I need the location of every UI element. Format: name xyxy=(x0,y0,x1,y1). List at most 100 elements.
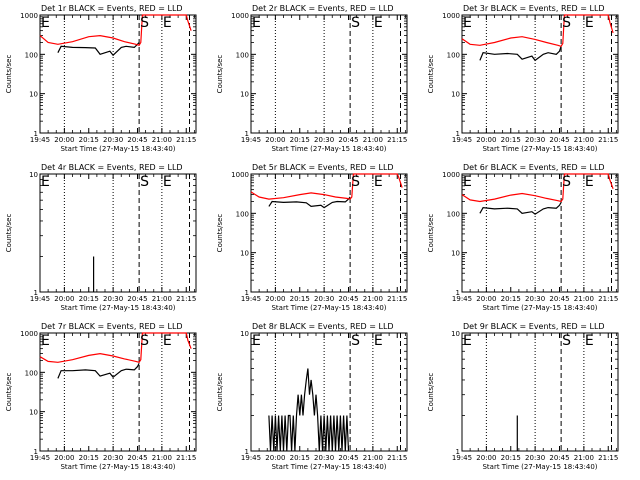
x-axis-label: Start Time (27-May-15 18:43:40) xyxy=(271,304,386,312)
y-tick-label: 10 xyxy=(29,409,38,417)
plot-title: Det 3r BLACK = Events, RED = LLD xyxy=(463,4,605,13)
y-tick-label: 100 xyxy=(25,51,38,59)
x-tick-label: 21:00 xyxy=(574,454,594,462)
marker-label-s: S xyxy=(351,333,360,349)
x-axis-label: Start Time (27-May-15 18:43:40) xyxy=(60,304,175,312)
y-tick-label: 1000 xyxy=(20,330,38,338)
y-axis-label: Counts/sec xyxy=(216,214,224,253)
y-axis-label: Counts/sec xyxy=(216,373,224,412)
x-tick-label: 20:15 xyxy=(290,136,310,144)
x-tick-label: 20:45 xyxy=(338,295,358,303)
x-tick-label: 20:30 xyxy=(103,295,123,303)
y-tick-label: 100 xyxy=(447,210,460,218)
x-tick-label: 20:15 xyxy=(501,295,521,303)
x-axis-label: Start Time (27-May-15 18:43:40) xyxy=(482,145,597,153)
y-tick-label: 10 xyxy=(451,250,460,258)
x-tick-label: 20:00 xyxy=(54,136,74,144)
y-axis-label: Counts/sec xyxy=(5,214,13,253)
x-tick-label: 21:00 xyxy=(363,454,383,462)
marker-label-s: S xyxy=(562,333,571,349)
plot-frame xyxy=(461,173,619,293)
x-axis-label: Start Time (27-May-15 18:43:40) xyxy=(482,463,597,471)
x-tick-label: 20:15 xyxy=(290,454,310,462)
x-tick-label: 20:15 xyxy=(290,295,310,303)
x-tick-label: 19:45 xyxy=(241,136,261,144)
x-tick-label: 19:45 xyxy=(241,295,261,303)
x-tick-label: 19:45 xyxy=(30,454,50,462)
x-axis-label: Start Time (27-May-15 18:43:40) xyxy=(271,145,386,153)
x-tick-label: 20:00 xyxy=(265,136,285,144)
x-tick-label: 20:45 xyxy=(338,454,358,462)
y-tick-label: 1 xyxy=(34,448,38,456)
y-tick-label: 1000 xyxy=(20,12,38,20)
y-tick-label: 10 xyxy=(240,91,249,99)
marker-label-s: S xyxy=(562,15,571,31)
detector-plot: Det 9r BLACK = Events, RED = LLD 1 10 Count… xyxy=(427,322,619,471)
x-tick-label: 21:00 xyxy=(363,295,383,303)
x-tick-label: 20:45 xyxy=(549,295,569,303)
y-tick-label: 100 xyxy=(25,369,38,377)
plot-title: Det 2r BLACK = Events, RED = LLD xyxy=(252,4,394,13)
plot-title: Det 6r BLACK = Events, RED = LLD xyxy=(463,163,605,172)
x-tick-label: 20:30 xyxy=(103,454,123,462)
y-tick-label: 10 xyxy=(451,330,460,338)
marker-label-e: E xyxy=(41,174,50,190)
x-tick-label: 21:00 xyxy=(574,136,594,144)
y-tick-label: 1 xyxy=(34,289,38,297)
x-tick-label: 20:45 xyxy=(338,136,358,144)
y-tick-label: 100 xyxy=(447,51,460,59)
x-tick-label: 20:00 xyxy=(476,295,496,303)
x-tick-label: 20:45 xyxy=(127,136,147,144)
plot-frame xyxy=(39,14,197,134)
y-axis-label: Counts/sec xyxy=(427,373,435,412)
detector-plot: Det 8r BLACK = Events, RED = LLD 1 10 Count… xyxy=(216,322,408,471)
marker-label-s: S xyxy=(351,15,360,31)
x-tick-label: 20:30 xyxy=(314,295,334,303)
marker-label-e: E xyxy=(163,333,172,349)
x-tick-label: 19:45 xyxy=(452,454,472,462)
x-axis-label: Start Time (27-May-15 18:43:40) xyxy=(482,304,597,312)
events-series-line xyxy=(479,46,562,62)
detector-plot: Det 6r BLACK = Events, RED = LLD 1 10 100 10… xyxy=(427,163,619,312)
y-axis-label: Counts/sec xyxy=(427,55,435,94)
plot-title: Det 1r BLACK = Events, RED = LLD xyxy=(41,4,183,13)
events-series-line xyxy=(479,202,562,215)
plot-frame xyxy=(461,14,619,134)
detector-plot: Det 1r BLACK = Events, RED = LLD 1 10 100 10… xyxy=(5,4,197,153)
x-tick-label: 21:00 xyxy=(363,136,383,144)
plot-title: Det 5r BLACK = Events, RED = LLD xyxy=(252,163,394,172)
x-tick-label: 20:45 xyxy=(549,454,569,462)
x-tick-label: 20:30 xyxy=(314,454,334,462)
marker-label-e: E xyxy=(463,15,472,31)
marker-label-e: E xyxy=(252,15,261,31)
events-series-line xyxy=(57,42,140,57)
marker-label-e: E xyxy=(585,174,594,190)
lld-series-line xyxy=(461,173,614,203)
marker-label-s: S xyxy=(562,174,571,190)
x-tick-label: 21:15 xyxy=(598,454,618,462)
detector-plot: Det 3r BLACK = Events, RED = LLD 1 10 100 10… xyxy=(427,4,619,153)
plot-frame xyxy=(461,332,619,452)
x-tick-label: 20:45 xyxy=(549,136,569,144)
y-axis-label: Counts/sec xyxy=(216,55,224,94)
x-tick-label: 21:15 xyxy=(387,295,407,303)
x-tick-label: 20:30 xyxy=(525,295,545,303)
x-axis-label: Start Time (27-May-15 18:43:40) xyxy=(60,463,175,471)
x-tick-label: 20:45 xyxy=(127,454,147,462)
plot-title: Det 4r BLACK = Events, RED = LLD xyxy=(41,163,183,172)
x-tick-label: 21:00 xyxy=(152,136,172,144)
plot-title: Det 8r BLACK = Events, RED = LLD xyxy=(252,322,394,331)
y-tick-label: 1000 xyxy=(442,12,460,20)
y-tick-label: 100 xyxy=(236,210,249,218)
x-tick-label: 21:00 xyxy=(574,295,594,303)
x-tick-label: 20:15 xyxy=(501,454,521,462)
x-tick-label: 21:15 xyxy=(176,454,196,462)
x-axis-label: Start Time (27-May-15 18:43:40) xyxy=(271,463,386,471)
lld-series-line xyxy=(39,332,192,363)
x-tick-label: 20:00 xyxy=(54,295,74,303)
x-tick-label: 21:15 xyxy=(598,295,618,303)
x-tick-label: 21:00 xyxy=(152,295,172,303)
x-tick-label: 21:15 xyxy=(176,295,196,303)
plot-title: Det 7r BLACK = Events, RED = LLD xyxy=(41,322,183,331)
x-tick-label: 20:30 xyxy=(525,136,545,144)
